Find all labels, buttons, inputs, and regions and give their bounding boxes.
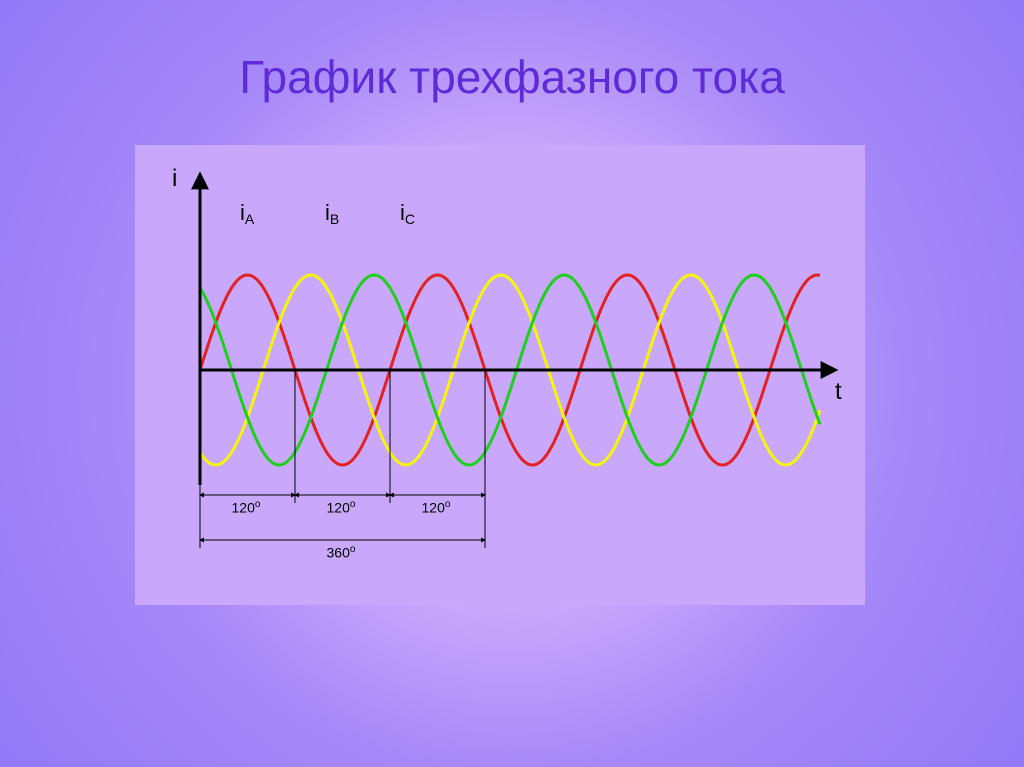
x-axis-label: t	[835, 378, 842, 406]
dimension-label-360: 360o	[327, 544, 356, 561]
slide: График трехфазного тока i t iA iB iC 120…	[0, 0, 1024, 767]
phase-label-c: iC	[400, 200, 415, 226]
phase-label-a: iA	[240, 200, 254, 226]
slide-title: График трехфазного тока	[0, 50, 1024, 104]
phase-label-b: iB	[325, 200, 339, 226]
dimension-label-120-1: 120o	[232, 499, 261, 516]
chart-panel: i t iA iB iC 120o 120o 120o 360o	[135, 145, 865, 605]
dimension-label-120-2: 120o	[327, 499, 356, 516]
dimension-label-120-3: 120o	[422, 499, 451, 516]
y-axis-label: i	[172, 165, 177, 193]
